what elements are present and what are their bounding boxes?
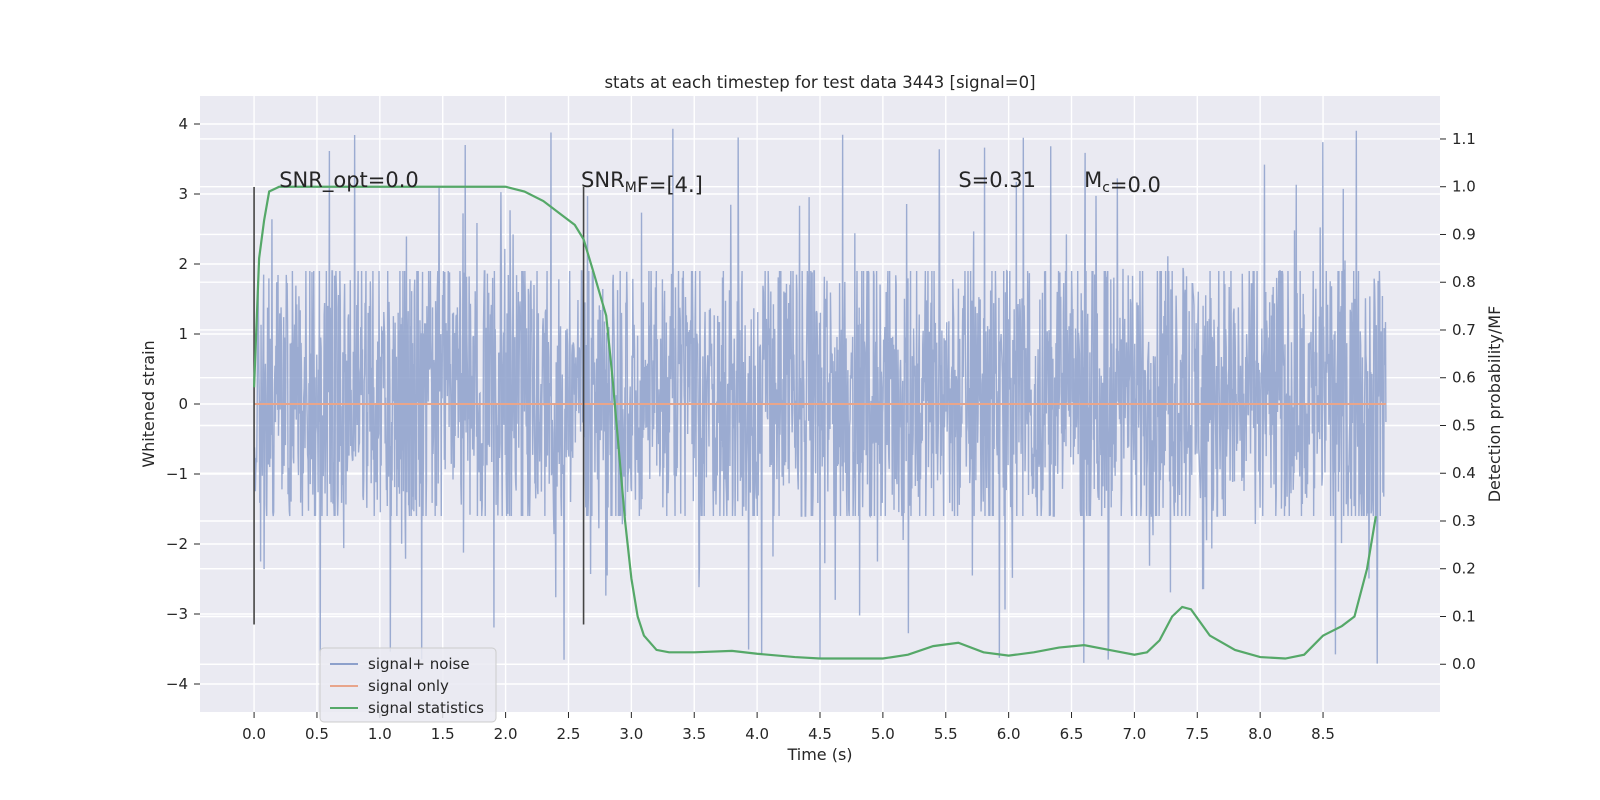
tick-label-y: 3 bbox=[178, 185, 188, 203]
annotations: SNR_opt=0.0 SNRMF=[4.] S=0.31 Mc=0.0 bbox=[279, 168, 1161, 197]
tick-label-x: 1.0 bbox=[368, 725, 392, 743]
tick-label-x: 4.0 bbox=[745, 725, 769, 743]
tick-label-x: 3.0 bbox=[619, 725, 643, 743]
annotation-text: Mc=0.0 bbox=[1084, 168, 1161, 197]
x-axis-label: Time (s) bbox=[786, 745, 852, 764]
series-signal-statistics bbox=[252, 185, 1377, 660]
x-axis-ticks: 0.0 0.5 1.0 1.5 2.0 2.5 3.0 3.5 4.0 4.5 5.0 5.5 6.0 6… bbox=[242, 712, 1335, 743]
tick-label-x: 8.5 bbox=[1311, 725, 1335, 743]
tick-label-x: 7.5 bbox=[1185, 725, 1209, 743]
tick-label-y2: 0.3 bbox=[1452, 512, 1476, 530]
tick-label-x: 4.5 bbox=[808, 725, 832, 743]
y-axis-ticks: −4 −3 −2 −1 0 1 2 3 4 bbox=[166, 115, 200, 693]
tick-label-y2: 0.5 bbox=[1452, 416, 1476, 434]
y-axis-label: Whitened strain bbox=[139, 340, 158, 467]
chart-title: stats at each timestep for test data 344… bbox=[604, 73, 1035, 92]
tick-label-y: −1 bbox=[166, 465, 188, 483]
legend-label-signal-only: signal only bbox=[368, 677, 449, 695]
tick-label-y2: 1.0 bbox=[1452, 178, 1476, 196]
tick-label-x: 8.0 bbox=[1248, 725, 1272, 743]
tick-label-x: 5.5 bbox=[934, 725, 958, 743]
marker-vlines bbox=[253, 187, 585, 625]
tick-label-y: −3 bbox=[166, 605, 188, 623]
tick-label-y: −4 bbox=[166, 675, 188, 693]
tick-label-y2: 0.9 bbox=[1452, 225, 1476, 243]
tick-label-x: 2.5 bbox=[557, 725, 581, 743]
tick-label-y2: 0.4 bbox=[1452, 464, 1476, 482]
tick-label-y2: 0.1 bbox=[1452, 607, 1476, 625]
tick-label-y: 0 bbox=[178, 395, 188, 413]
tick-label-x: 0.5 bbox=[305, 725, 329, 743]
annotation-text: SNR_opt=0.0 bbox=[279, 168, 419, 193]
tick-label-x: 6.0 bbox=[997, 725, 1021, 743]
annotation-text: SNRMF=[4.] bbox=[581, 168, 703, 197]
tick-label-x: 0.0 bbox=[242, 725, 266, 743]
tick-label-y2: 0.7 bbox=[1452, 321, 1476, 339]
tick-label-x: 6.5 bbox=[1060, 725, 1084, 743]
y2-axis-ticks: 0.0 0.1 0.2 0.3 0.4 0.5 0.6 0.7 0.8 0.9 1.0 1.1 bbox=[1440, 130, 1476, 673]
tick-label-y2: 0.6 bbox=[1452, 369, 1476, 387]
tick-label-y: 2 bbox=[178, 255, 188, 273]
tick-label-x: 7.0 bbox=[1122, 725, 1146, 743]
legend-label-signal-noise: signal+ noise bbox=[368, 655, 470, 673]
tick-label-x: 5.0 bbox=[871, 725, 895, 743]
legend-label-signal-statistics: signal statistics bbox=[368, 699, 484, 717]
tick-label-x: 3.5 bbox=[682, 725, 706, 743]
legend-box bbox=[319, 647, 497, 723]
y2-axis-label: Detection probability/MF bbox=[1485, 306, 1504, 503]
tick-label-y2: 0.8 bbox=[1452, 273, 1476, 291]
legend: signal+ noise signal only signal statist… bbox=[319, 647, 497, 723]
tick-label-y2: 0.0 bbox=[1452, 655, 1476, 673]
tick-label-y2: 0.2 bbox=[1452, 560, 1476, 578]
tick-label-y: −2 bbox=[166, 535, 188, 553]
annotation-text: S=0.31 bbox=[958, 168, 1036, 192]
tick-label-y2: 1.1 bbox=[1452, 130, 1476, 148]
tick-label-y: 4 bbox=[178, 115, 188, 133]
tick-label-x: 1.5 bbox=[431, 725, 455, 743]
tick-label-y: 1 bbox=[178, 325, 188, 343]
tick-label-x: 2.0 bbox=[494, 725, 518, 743]
